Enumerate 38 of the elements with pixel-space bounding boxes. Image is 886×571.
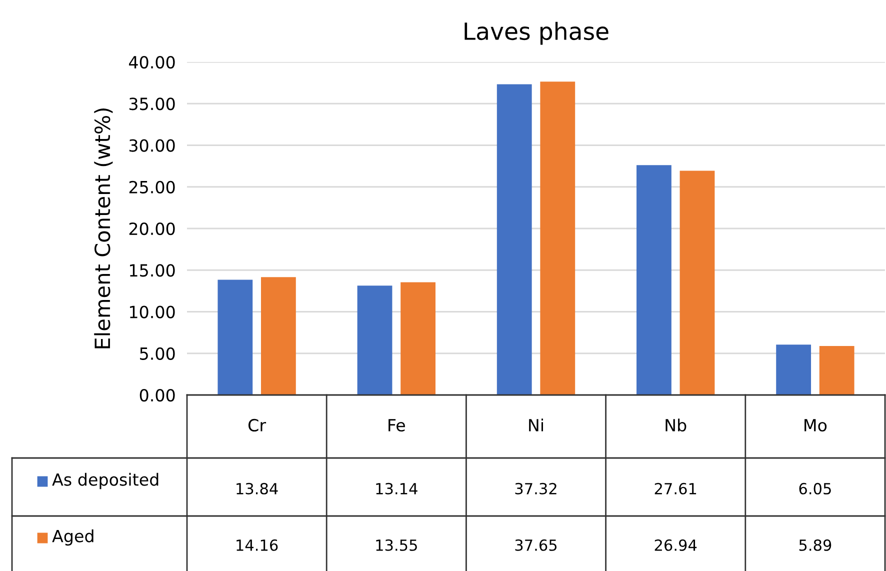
chart-title: Laves phase <box>464 22 608 45</box>
bar <box>400 282 436 395</box>
data-label: 6.05 <box>799 482 831 494</box>
y-tick-label: 10.00 <box>130 306 175 318</box>
bar <box>540 82 576 395</box>
data-label: 27.61 <box>654 482 696 494</box>
data-label: 13.14 <box>376 482 418 494</box>
y-tick-label: 25.00 <box>129 180 175 194</box>
y-axis-title: Element Content (wt%) <box>94 108 113 348</box>
x-tick-label: Nb <box>666 418 686 432</box>
y-tick-label: 35.00 <box>129 98 175 110</box>
x-tick-label: Fe <box>388 419 405 432</box>
bar <box>260 277 296 395</box>
data-label: 13.84 <box>236 482 278 494</box>
data-label: 37.32 <box>515 482 556 494</box>
y-tick-label: 40.00 <box>128 56 175 69</box>
data-label: 26.94 <box>654 539 697 551</box>
bar <box>776 344 812 395</box>
data-label: 13.55 <box>376 539 417 551</box>
bar <box>218 280 253 395</box>
y-tick-label: 20.00 <box>129 222 175 236</box>
bar <box>357 286 392 395</box>
data-label: 37.65 <box>515 539 557 551</box>
legend-label: Aged <box>52 529 94 546</box>
bar <box>819 346 854 395</box>
bar <box>636 165 672 395</box>
data-label: 14.16 <box>236 539 278 551</box>
x-tick-label: Ni <box>529 418 543 432</box>
y-tick-label: 5.00 <box>140 347 175 360</box>
bar <box>496 84 532 395</box>
x-tick-label: Cr <box>248 418 266 432</box>
x-tick-label: Mo <box>804 419 827 432</box>
y-tick-label: 15.00 <box>130 264 175 277</box>
y-tick-label: 0.00 <box>140 388 175 402</box>
y-tick-label: 30.00 <box>129 139 175 152</box>
bar <box>680 170 715 395</box>
data-label: 5.89 <box>799 539 832 551</box>
legend-label: As deposited <box>52 472 158 490</box>
